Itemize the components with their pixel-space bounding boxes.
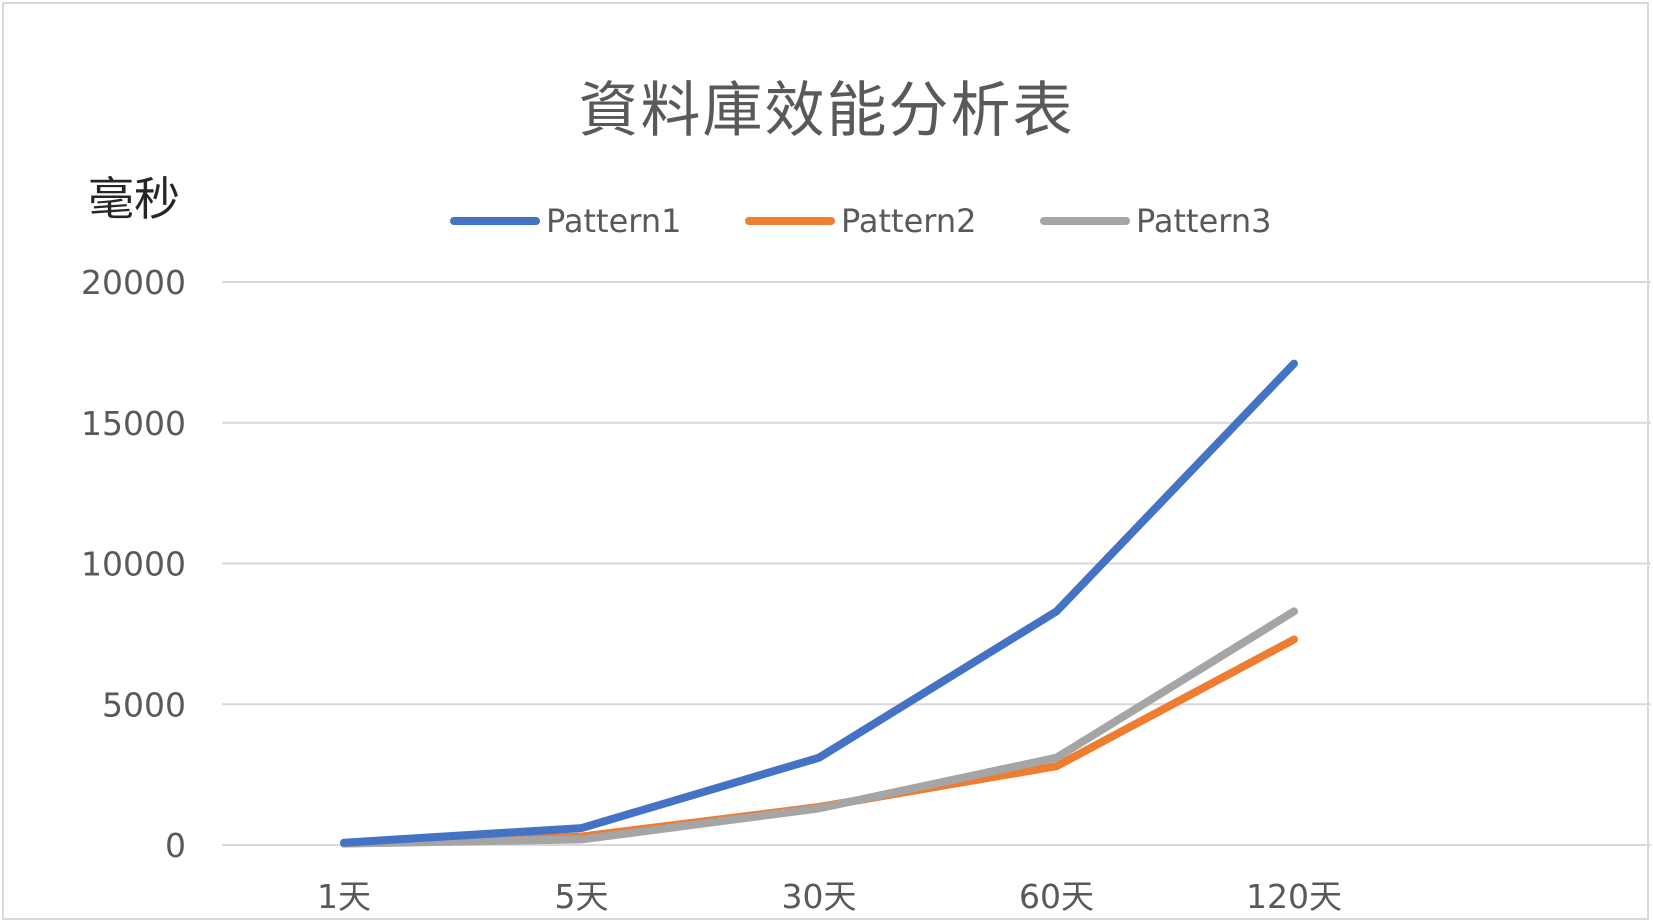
x-tick-label: 60天 xyxy=(1019,877,1094,916)
legend-item-series-2[interactable]: Pattern3 xyxy=(1040,196,1271,246)
legend-item-series-1[interactable]: Pattern2 xyxy=(745,196,976,246)
legend-swatch-series-2 xyxy=(1040,217,1130,225)
series-line-Pattern2[interactable] xyxy=(340,635,1298,848)
y-tick-label: 0 xyxy=(165,826,186,865)
x-tick-label: 1天 xyxy=(317,877,371,916)
series-line-Pattern1[interactable] xyxy=(340,359,1298,847)
y-axis-unit-label: 毫秒 xyxy=(88,172,180,226)
series-line-Pattern3[interactable] xyxy=(340,607,1298,848)
x-tick-label: 30天 xyxy=(782,877,857,916)
legend-item-series-0[interactable]: Pattern1 xyxy=(450,196,681,246)
legend-label-series-0: Pattern1 xyxy=(546,202,682,240)
y-tick-label: 20000 xyxy=(81,263,186,302)
legend-swatch-series-0 xyxy=(450,217,540,225)
legend: Pattern1 Pattern2 Pattern3 xyxy=(0,196,1653,246)
chart-title: 資料庫效能分析表 xyxy=(578,76,1075,146)
legend-label-series-2: Pattern3 xyxy=(1136,202,1272,240)
x-tick-label: 5天 xyxy=(555,877,609,916)
x-tick-label: 120天 xyxy=(1246,877,1342,916)
y-tick-label: 15000 xyxy=(81,404,186,443)
legend-swatch-series-1 xyxy=(745,217,835,225)
y-tick-label: 5000 xyxy=(102,685,186,724)
legend-label-series-1: Pattern2 xyxy=(841,202,977,240)
y-tick-label: 10000 xyxy=(81,545,186,584)
